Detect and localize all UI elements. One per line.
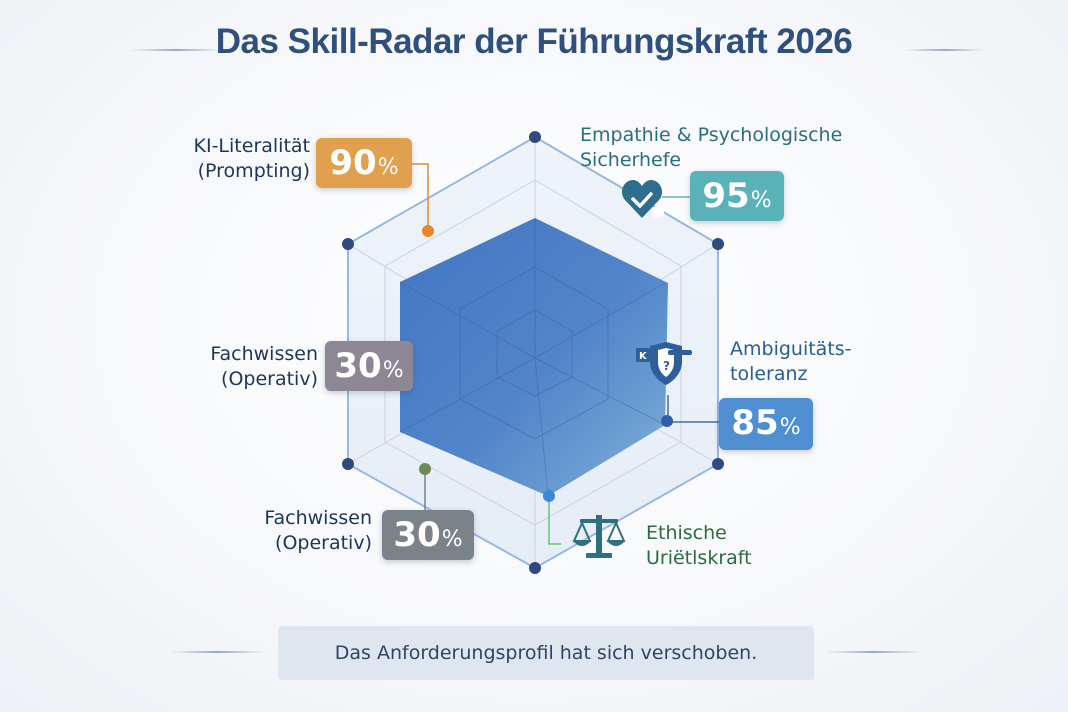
axis-label-fachwissen-1: Fachwissen (Operativ)	[210, 343, 318, 390]
axis-label-ambiguitaet: Ambiguitäts- toleranz	[730, 338, 852, 385]
axis-label-ki: KI-Literalität (Prompting)	[193, 135, 310, 182]
ki-connector	[412, 163, 429, 231]
axis-label-fachwissen-2: Fachwissen (Operativ)	[264, 507, 372, 554]
value-badge-empathie: 95%	[690, 171, 784, 221]
title-rule-left	[130, 49, 222, 51]
scales-icon	[572, 515, 626, 558]
ethik-dot	[543, 490, 555, 502]
axis-label-ethik: Ethische Uriëtlskraft	[646, 522, 752, 569]
value-badge-ambiguitaet: 85%	[719, 398, 813, 450]
value-badge-fachwissen-2: 30%	[382, 510, 474, 560]
page-title: Das Skill-Radar der Führungskraft 2026	[215, 22, 853, 61]
svg-text:?: ?	[663, 359, 670, 373]
value-badge-ki: 90%	[316, 138, 412, 188]
shield-icon: K ?	[636, 342, 692, 385]
ethik-connector	[548, 498, 561, 545]
svg-text:K: K	[639, 351, 648, 362]
footer-rule-left	[170, 651, 265, 653]
axis-label-empathie: Empathie & Psychologische Sicherhefe	[580, 124, 843, 171]
footer-rule-right	[826, 651, 921, 653]
fach2-dot	[419, 463, 431, 475]
radar-vertex-dots	[342, 131, 724, 574]
footer-note: Das Anforderungsprofil hat sich verschob…	[278, 626, 814, 680]
value-badge-fachwissen-1: 30%	[325, 341, 413, 391]
heart-check-icon	[621, 180, 664, 218]
ambiguitaet-dot	[661, 415, 673, 427]
title-rule-right	[905, 49, 985, 51]
radar-data-area	[400, 218, 668, 496]
ki-dot	[422, 225, 434, 237]
